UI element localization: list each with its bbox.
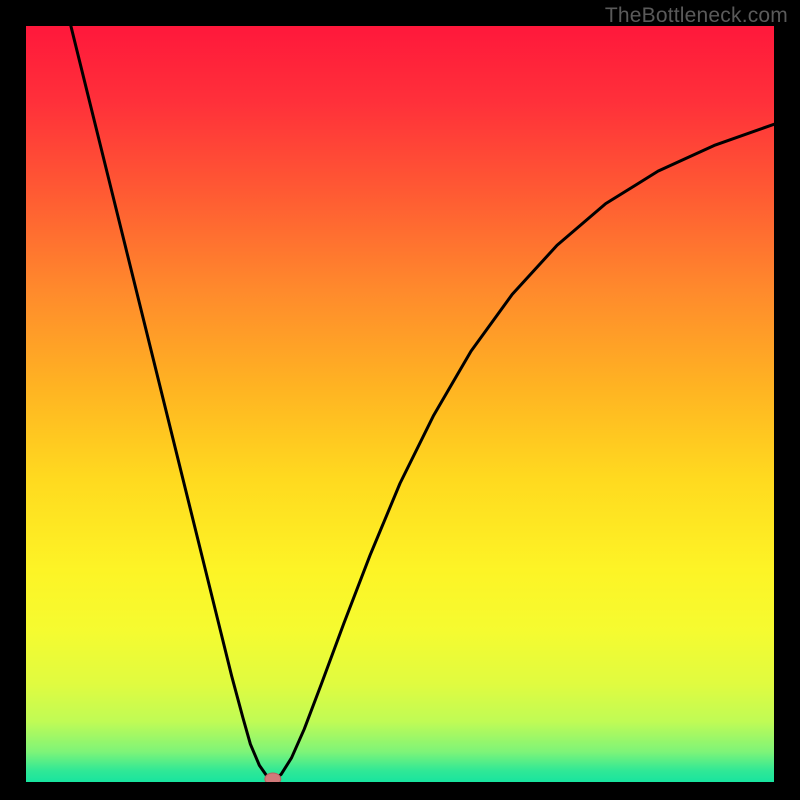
chart-svg <box>26 26 774 782</box>
plot-area <box>26 26 774 782</box>
watermark-text: TheBottleneck.com <box>605 4 788 28</box>
gradient-background <box>26 26 774 782</box>
minimum-marker <box>265 773 281 782</box>
